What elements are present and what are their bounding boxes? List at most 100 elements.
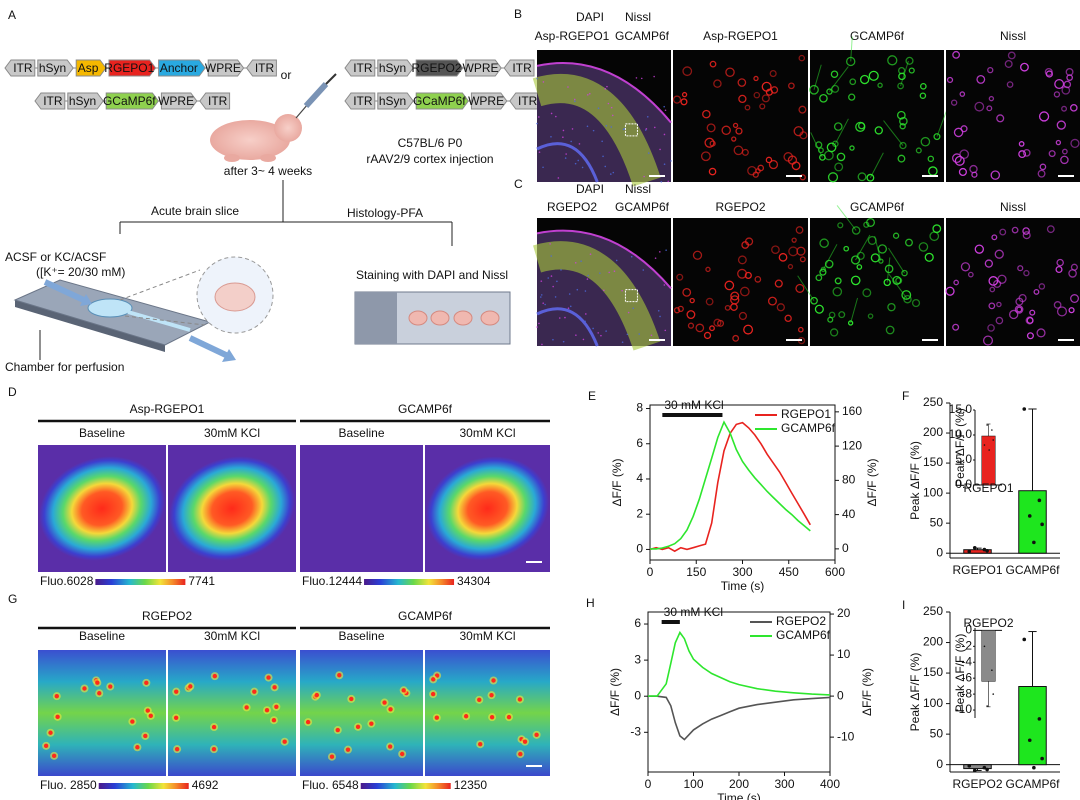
inflow-arrowhead bbox=[80, 294, 92, 306]
hotspot bbox=[130, 719, 135, 724]
cell bbox=[643, 175, 645, 178]
cell bbox=[635, 77, 638, 79]
scale-max: 34304 bbox=[457, 574, 491, 588]
cell bbox=[705, 266, 711, 273]
hotspot bbox=[188, 684, 193, 689]
data-point bbox=[992, 439, 995, 441]
y-tick-label: 0 bbox=[634, 688, 641, 702]
condition-label: 30mM KCl bbox=[459, 426, 515, 440]
cell bbox=[1014, 305, 1024, 314]
cell bbox=[550, 255, 553, 257]
cell bbox=[950, 99, 958, 106]
cell bbox=[600, 334, 602, 337]
cell bbox=[776, 303, 785, 312]
group-title: GCAMP6f bbox=[398, 402, 453, 416]
y-tick-label: 0.0 bbox=[955, 477, 972, 491]
construct-label: hSyn bbox=[39, 61, 66, 75]
construct-label: WPRE bbox=[463, 61, 499, 75]
data-point bbox=[982, 547, 987, 552]
data-point bbox=[983, 645, 986, 648]
construct-label: GCaMP6f bbox=[103, 94, 156, 108]
hotspot bbox=[463, 714, 469, 719]
cell bbox=[1053, 91, 1061, 98]
cell bbox=[735, 127, 743, 135]
cell bbox=[827, 172, 839, 183]
cell bbox=[627, 311, 630, 314]
construct-label: GCaMP6f bbox=[413, 94, 466, 108]
cell bbox=[996, 114, 1005, 123]
cell bbox=[899, 116, 908, 126]
inflow-arrow bbox=[43, 279, 90, 305]
dendrite bbox=[836, 205, 857, 231]
cell bbox=[574, 261, 577, 264]
data-line bbox=[650, 420, 811, 550]
cell bbox=[1068, 307, 1075, 314]
cell bbox=[848, 93, 856, 101]
construct-label: RGEPO2 bbox=[411, 61, 461, 75]
cell bbox=[829, 328, 839, 337]
syringe-body bbox=[303, 81, 329, 109]
construct-element bbox=[415, 92, 470, 110]
cell bbox=[958, 167, 967, 177]
cell bbox=[1070, 138, 1080, 149]
cell bbox=[653, 75, 655, 78]
data-point bbox=[967, 764, 972, 768]
construct-element bbox=[377, 59, 414, 77]
channel-label: Asp-RGEPO1 bbox=[703, 29, 778, 43]
cell bbox=[567, 86, 569, 88]
hotspot bbox=[211, 746, 217, 752]
cell bbox=[999, 228, 1007, 236]
cell bbox=[933, 133, 941, 141]
cell bbox=[778, 252, 788, 262]
cell bbox=[569, 305, 572, 308]
y-tick-label: 50 bbox=[930, 726, 944, 740]
construct-element bbox=[75, 59, 107, 77]
cell bbox=[836, 152, 846, 162]
hotspot bbox=[329, 754, 335, 759]
cell bbox=[924, 252, 934, 262]
cell bbox=[653, 103, 655, 105]
cell bbox=[676, 273, 684, 281]
cell bbox=[741, 148, 749, 156]
colorbar bbox=[95, 579, 186, 585]
cell bbox=[988, 302, 996, 310]
cell bbox=[562, 340, 565, 343]
cell bbox=[565, 153, 567, 155]
cell bbox=[560, 269, 562, 271]
cell bbox=[987, 66, 994, 74]
scale-max: 4692 bbox=[192, 778, 219, 792]
condition-label: Baseline bbox=[338, 426, 384, 440]
cell bbox=[610, 126, 613, 128]
data-point bbox=[992, 693, 995, 695]
cell bbox=[899, 141, 907, 150]
cell bbox=[920, 136, 931, 147]
hotspot bbox=[272, 685, 277, 690]
y-tick-label: -8 bbox=[961, 686, 972, 700]
construct-element bbox=[160, 92, 198, 110]
hotspot bbox=[97, 691, 102, 696]
heatmap-blob bbox=[169, 456, 295, 561]
cell bbox=[1061, 85, 1071, 95]
construct-element bbox=[105, 92, 160, 110]
cell bbox=[984, 259, 993, 268]
chamber-label: Chamber for perfusion bbox=[5, 360, 124, 374]
merge-label: Nissl bbox=[625, 10, 651, 24]
cell bbox=[810, 296, 818, 305]
hotspot bbox=[95, 680, 100, 685]
data-point bbox=[972, 545, 977, 550]
cell bbox=[550, 136, 552, 138]
data-point bbox=[1037, 498, 1042, 503]
construct-element bbox=[67, 92, 104, 110]
construct-element bbox=[415, 59, 464, 77]
y-tick-label: 15.0 bbox=[949, 402, 973, 416]
dendrite bbox=[888, 273, 908, 300]
cell bbox=[672, 95, 682, 104]
bar bbox=[1018, 490, 1047, 554]
cell bbox=[799, 131, 808, 140]
y-tick-label: 250 bbox=[923, 395, 943, 409]
cell bbox=[597, 107, 600, 110]
cell bbox=[570, 140, 572, 143]
cell bbox=[738, 311, 748, 321]
legend-label: RGEPO2 bbox=[776, 614, 826, 628]
cell bbox=[1026, 332, 1034, 340]
